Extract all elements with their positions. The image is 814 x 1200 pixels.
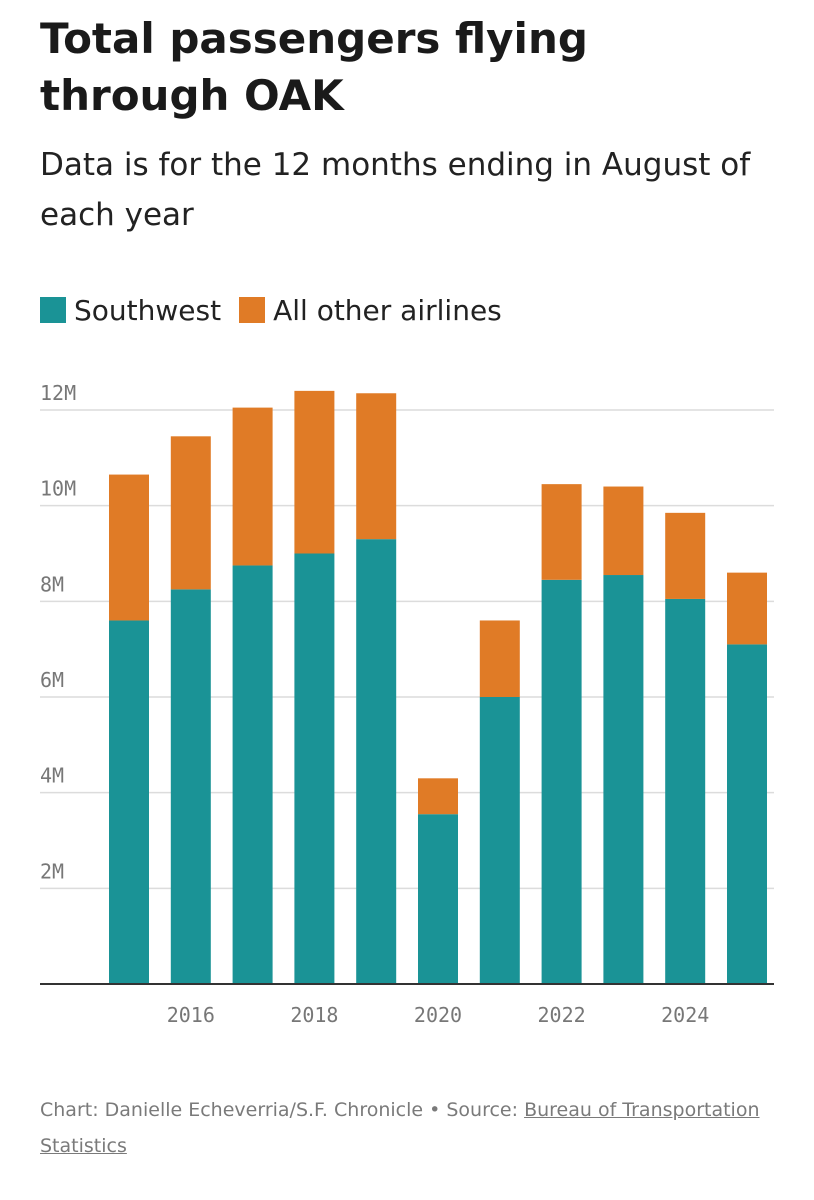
bar-other-airlines [418, 778, 458, 815]
chart-subtitle: Data is for the 12 months ending in Augu… [40, 147, 751, 233]
x-tick-label: 2022 [538, 1003, 586, 1027]
legend-item-southwest: Southwest [40, 294, 221, 327]
y-tick-label: 6M [40, 668, 64, 692]
stacked-bar-chart: 2M 4M 6M 8M 10M 12M 2016 2018 2020 2022 2024 [40, 381, 774, 1027]
y-tick-label: 4M [40, 764, 64, 788]
y-tick-label: 12M [40, 381, 76, 405]
bar-other-airlines [665, 512, 706, 599]
footer: Chart: Danielle Echeverria/S.F. Chronicl… [40, 1092, 760, 1164]
y-tick-label: 2M [40, 859, 64, 883]
y-tick-label: 8M [40, 572, 64, 596]
x-tick-label: 2018 [290, 1003, 338, 1027]
bar-other-airlines [170, 436, 211, 590]
source-link[interactable]: Bureau of Transportation Statistics [40, 1099, 760, 1157]
legend: Southwest All other airlines [40, 290, 520, 330]
bar-southwest [665, 598, 706, 984]
bar-other-airlines [356, 393, 397, 540]
bar-other-airlines [541, 484, 582, 580]
bar-other-airlines [232, 407, 273, 566]
legend-label-southwest: Southwest [74, 293, 222, 327]
chart-title: Total passengers flying through OAK [40, 14, 588, 120]
bar-southwest [727, 644, 767, 984]
bar-southwest [603, 575, 644, 984]
bar-southwest [294, 553, 335, 984]
bar-other-airlines [603, 486, 644, 576]
bar-other-airlines [109, 474, 149, 621]
legend-label-other: All other airlines [273, 293, 502, 327]
bar-southwest [541, 579, 582, 984]
x-tick-label: 2020 [414, 1003, 462, 1027]
x-tick-label: 2016 [167, 1003, 215, 1027]
bar-southwest [356, 539, 397, 984]
legend-swatch-southwest [40, 297, 66, 323]
bar-other-airlines [479, 620, 520, 697]
bar-southwest [479, 697, 520, 984]
bar-southwest [109, 620, 149, 984]
legend-item-other: All other airlines [239, 294, 502, 327]
y-tick-label: 10M [40, 477, 76, 501]
bar-southwest [418, 814, 458, 984]
footer-credit: Chart: Danielle Echeverria/S.F. Chronicl… [40, 1099, 525, 1121]
bar-other-airlines [294, 390, 335, 554]
bar-southwest [232, 565, 273, 984]
legend-swatch-other [239, 297, 266, 323]
bar-southwest [170, 589, 211, 984]
x-tick-label: 2024 [661, 1003, 709, 1027]
bar-other-airlines [727, 572, 767, 645]
